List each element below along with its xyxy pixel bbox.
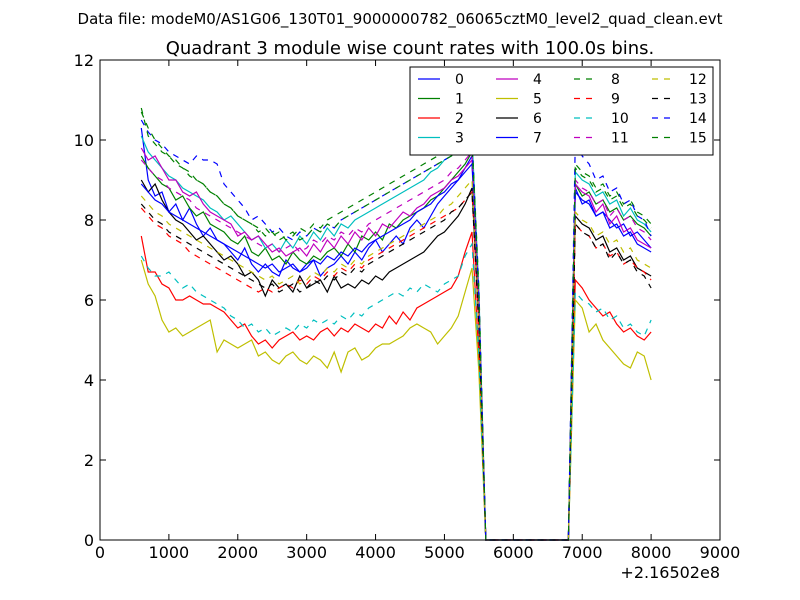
x-tick-label: 1000 bbox=[149, 543, 190, 562]
legend-label-14: 14 bbox=[689, 111, 707, 127]
x-offset-label: +2.16502e8 bbox=[620, 563, 720, 582]
legend-label-15: 15 bbox=[689, 131, 707, 147]
legend-label-12: 12 bbox=[689, 72, 707, 88]
y-tick-label: 12 bbox=[74, 51, 94, 70]
series-line-13 bbox=[140, 190, 652, 541]
data-file-suptitle: Data file: modeM0/AS1G06_130T01_90000007… bbox=[78, 10, 723, 29]
x-tick-label: 9000 bbox=[700, 543, 741, 562]
y-tick-label: 4 bbox=[84, 371, 94, 390]
legend-label-11: 11 bbox=[611, 131, 629, 147]
legend-label-4: 4 bbox=[533, 72, 542, 88]
x-tick-label: 3000 bbox=[286, 543, 327, 562]
legend-label-8: 8 bbox=[611, 72, 620, 88]
legend-box bbox=[409, 66, 714, 156]
x-tick-label: 6000 bbox=[493, 543, 534, 562]
legend-label-3: 3 bbox=[455, 131, 464, 147]
chart-title: Quadrant 3 module wise count rates with … bbox=[166, 38, 655, 59]
legend-label-6: 6 bbox=[533, 111, 542, 127]
legend-label-5: 5 bbox=[533, 92, 542, 108]
legend-label-0: 0 bbox=[455, 72, 464, 88]
x-tick-label: 4000 bbox=[355, 543, 396, 562]
legend-label-7: 7 bbox=[533, 131, 542, 147]
legend-label-9: 9 bbox=[611, 92, 620, 108]
series-layer bbox=[140, 107, 652, 541]
x-tick-label: 8000 bbox=[631, 543, 672, 562]
legend-label-13: 13 bbox=[689, 92, 707, 108]
y-tick-label: 10 bbox=[74, 131, 94, 150]
series-line-11 bbox=[140, 150, 652, 541]
y-tick-label: 0 bbox=[84, 531, 94, 550]
legend-label-2: 2 bbox=[455, 111, 464, 127]
x-tick-label: 5000 bbox=[424, 543, 465, 562]
y-tick-label: 8 bbox=[84, 211, 94, 230]
x-tick-label: 0 bbox=[95, 543, 105, 562]
x-tick-label: 2000 bbox=[217, 543, 258, 562]
y-tick-label: 2 bbox=[84, 451, 94, 470]
legend-label-1: 1 bbox=[455, 92, 464, 108]
x-tick-label: 7000 bbox=[562, 543, 603, 562]
legend-label-10: 10 bbox=[611, 111, 629, 127]
y-tick-label: 6 bbox=[84, 291, 94, 310]
axis-ticks: 0 1000 2000 3000 4000 5000 6000 7000 8000 9000 0 2 4… bbox=[74, 51, 741, 562]
